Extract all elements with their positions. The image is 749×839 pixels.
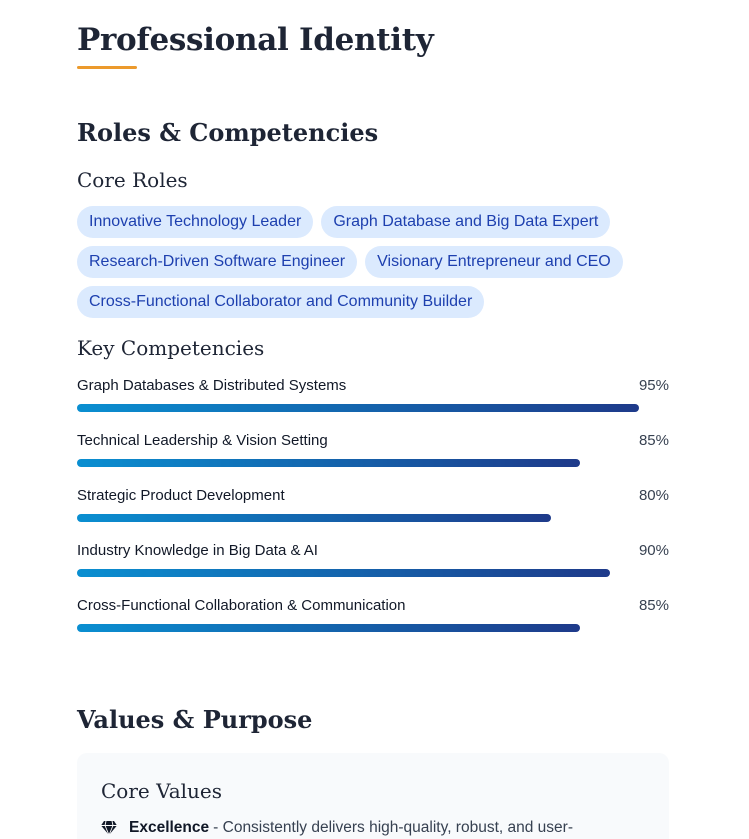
competency-percent: 85% [638,597,669,614]
competency-name: Cross-Functional Collaboration & Communi… [77,597,406,614]
competency-progress-fill [77,514,551,522]
competency-progress-track [77,404,669,412]
value-name: Excellence [129,819,210,836]
competency-progress-track [77,459,669,467]
page-title: Professional Identity [77,22,434,58]
role-chip: Visionary Entrepreneur and CEO [365,246,623,278]
core-values-heading: Core Values [101,779,223,803]
competencies-list: Graph Databases & Distributed Systems 95… [77,375,669,650]
competency-name: Technical Leadership & Vision Setting [77,432,328,449]
competency-progress-fill [77,459,581,467]
competency-progress-track [77,624,669,632]
role-chip: Research-Driven Software Engineer [77,246,358,278]
role-chip: Innovative Technology Leader [77,206,314,238]
competency-name: Graph Databases & Distributed Systems [77,377,347,394]
competency-progress-fill [77,624,581,632]
competency-progress-track [77,514,669,522]
competency-item: Industry Knowledge in Big Data & AI 90% [77,540,669,595]
competency-progress-fill [77,404,640,412]
competency-item: Graph Databases & Distributed Systems 95… [77,375,669,430]
competency-item: Strategic Product Development 80% [77,485,669,540]
role-chip: Graph Database and Big Data Expert [321,206,611,238]
value-description: - Consistently delivers high-quality, ro… [213,819,573,836]
gem-icon [101,821,117,835]
competency-item: Technical Leadership & Vision Setting 85… [77,430,669,485]
roles-competencies-heading: Roles & Competencies [77,118,379,147]
competency-percent: 90% [638,542,669,559]
competency-item: Cross-Functional Collaboration & Communi… [77,595,669,650]
core-values-card: Core Values Excellence - Consistently de… [77,753,669,839]
value-item: Excellence - Consistently delivers high-… [101,819,573,837]
competency-progress-track [77,569,669,577]
core-roles-heading: Core Roles [77,168,188,192]
competency-name: Strategic Product Development [77,487,285,504]
competency-percent: 80% [638,487,669,504]
key-competencies-heading: Key Competencies [77,336,265,360]
values-purpose-heading: Values & Purpose [77,705,313,734]
competency-percent: 85% [638,432,669,449]
competency-name: Industry Knowledge in Big Data & AI [77,542,318,559]
role-chip: Cross-Functional Collaborator and Commun… [77,286,485,318]
competency-progress-fill [77,569,610,577]
competency-percent: 95% [638,377,669,394]
title-underline [77,66,137,69]
core-roles-list: Innovative Technology Leader Graph Datab… [77,206,669,326]
